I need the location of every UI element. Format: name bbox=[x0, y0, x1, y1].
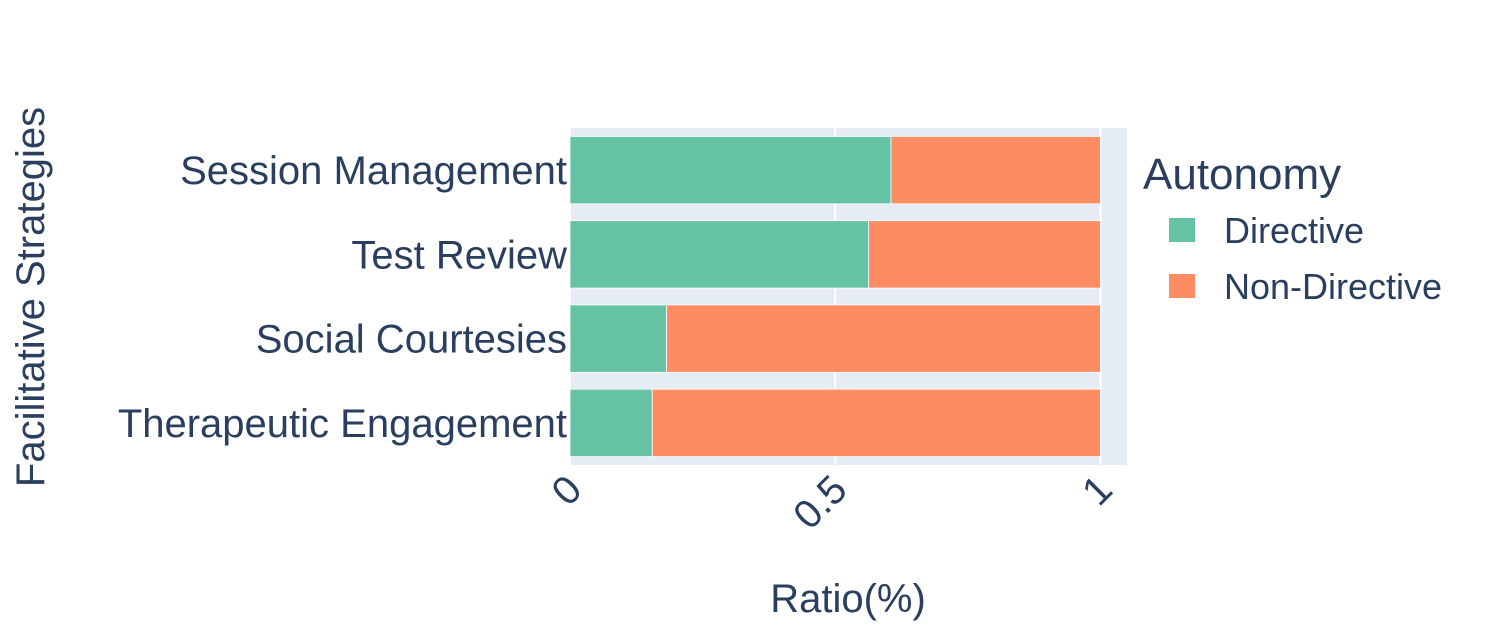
bar-directive-3 bbox=[569, 388, 653, 457]
y-axis-title: Facilitative Strategies bbox=[9, 107, 53, 487]
bar-non-directive-1 bbox=[868, 220, 1101, 289]
bar-non-directive-3 bbox=[651, 388, 1101, 457]
legend-title: Autonomy bbox=[1143, 150, 1341, 199]
legend-label-non-directive: Non-Directive bbox=[1224, 266, 1442, 307]
category-label-3: Therapeutic Engagement bbox=[118, 402, 567, 446]
bar-non-directive-2 bbox=[666, 304, 1101, 373]
x-tick-label-1: 0.5 bbox=[785, 467, 855, 537]
category-label-2: Social Courtesies bbox=[256, 318, 567, 362]
category-label-0: Session Management bbox=[180, 149, 567, 193]
legend: Autonomy Directive Non-Directive bbox=[1143, 150, 1442, 307]
legend-swatch-directive bbox=[1169, 218, 1195, 242]
legend-label-directive: Directive bbox=[1224, 210, 1364, 251]
category-label-1: Test Review bbox=[351, 233, 567, 277]
bar-directive-0 bbox=[569, 136, 892, 205]
x-tick-label-2: 1 bbox=[1074, 467, 1121, 514]
x-tick-label-0: 0 bbox=[544, 467, 591, 514]
legend-swatch-non-directive bbox=[1169, 274, 1195, 298]
x-tick-labels: 0 0.5 1 bbox=[544, 467, 1121, 537]
bar-directive-1 bbox=[569, 220, 870, 289]
bar-directive-2 bbox=[569, 304, 667, 373]
category-labels: Session Management Test Review Social Cour… bbox=[118, 149, 567, 446]
bars bbox=[569, 136, 1101, 457]
bar-non-directive-0 bbox=[890, 136, 1101, 205]
x-axis-title: Ratio(%) bbox=[770, 577, 926, 621]
